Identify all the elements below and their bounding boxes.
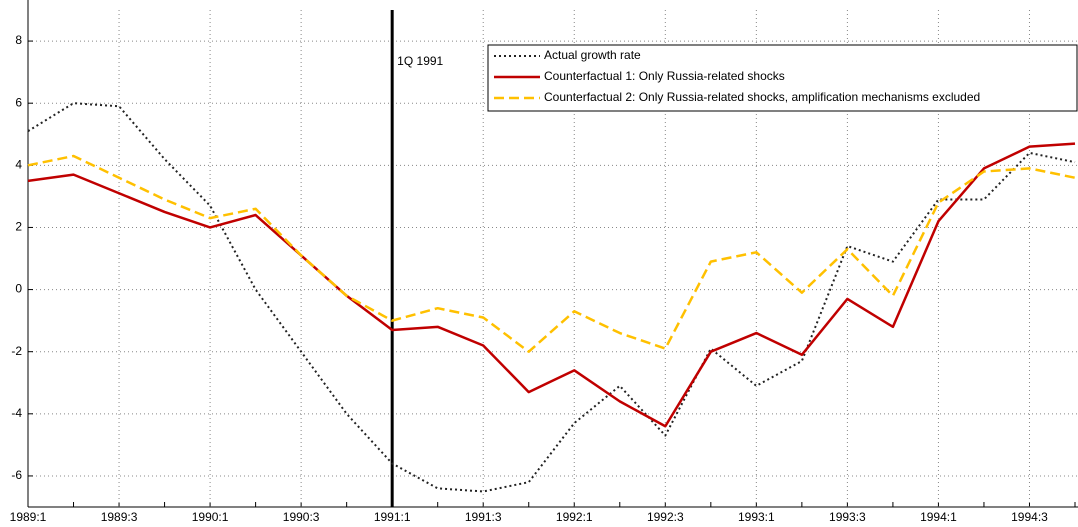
y-tick-label: 2 bbox=[15, 220, 22, 234]
legend: Actual growth rate Counterfactual 1: Only… bbox=[487, 44, 1078, 112]
y-tick-label: 6 bbox=[15, 95, 22, 109]
x-tick-label: 1992:3 bbox=[647, 510, 684, 524]
y-tick-label: -6 bbox=[11, 468, 22, 482]
legend-label: Counterfactual 2: Only Russia-related sh… bbox=[544, 90, 980, 104]
annotation-label: 1Q 1991 bbox=[397, 54, 443, 68]
x-tick-label: 1989:3 bbox=[101, 510, 138, 524]
x-tick-label: 1990:1 bbox=[192, 510, 229, 524]
series-line bbox=[27, 102, 1076, 493]
x-tick-label: 1991:1 bbox=[374, 510, 411, 524]
x-tick-label: 1994:1 bbox=[920, 510, 957, 524]
x-tick-label: 1994:3 bbox=[1011, 510, 1048, 524]
x-tick-label: 1992:1 bbox=[556, 510, 593, 524]
x-tick-label: 1991:3 bbox=[465, 510, 502, 524]
x-tick-label: 1990:3 bbox=[283, 510, 320, 524]
y-tick-label: 4 bbox=[15, 157, 22, 171]
y-tick-label: 8 bbox=[15, 33, 22, 47]
x-tick-label: 1989:1 bbox=[10, 510, 47, 524]
series-line bbox=[27, 154, 1076, 353]
x-tick-label: 1993:1 bbox=[738, 510, 775, 524]
x-tick-label: 1993:3 bbox=[829, 510, 866, 524]
y-tick-label: -2 bbox=[11, 344, 22, 358]
legend-label: Actual growth rate bbox=[544, 48, 641, 62]
y-tick-label: -4 bbox=[11, 406, 22, 420]
series-line bbox=[27, 142, 1076, 428]
legend-label: Counterfactual 1: Only Russia-related sh… bbox=[544, 69, 785, 83]
legend-box bbox=[487, 44, 1078, 112]
y-tick-label: 0 bbox=[15, 282, 22, 296]
